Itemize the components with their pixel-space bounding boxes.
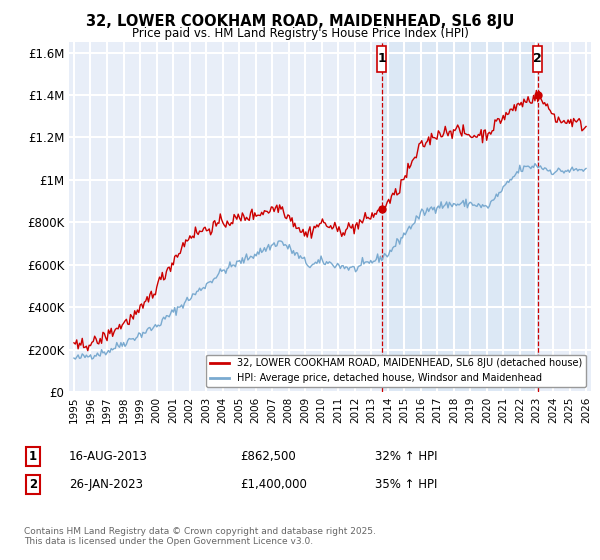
Text: 2: 2: [533, 52, 542, 65]
Text: Price paid vs. HM Land Registry's House Price Index (HPI): Price paid vs. HM Land Registry's House …: [131, 27, 469, 40]
Text: £862,500: £862,500: [240, 450, 296, 463]
Text: Contains HM Land Registry data © Crown copyright and database right 2025.
This d: Contains HM Land Registry data © Crown c…: [24, 526, 376, 546]
Text: 35% ↑ HPI: 35% ↑ HPI: [375, 478, 437, 491]
Text: £1,400,000: £1,400,000: [240, 478, 307, 491]
Text: 32% ↑ HPI: 32% ↑ HPI: [375, 450, 437, 463]
FancyBboxPatch shape: [533, 45, 542, 72]
Text: 32, LOWER COOKHAM ROAD, MAIDENHEAD, SL6 8JU: 32, LOWER COOKHAM ROAD, MAIDENHEAD, SL6 …: [86, 14, 514, 29]
Text: 2: 2: [29, 478, 37, 491]
FancyBboxPatch shape: [377, 45, 386, 72]
Text: 16-AUG-2013: 16-AUG-2013: [69, 450, 148, 463]
Text: 1: 1: [377, 52, 386, 65]
Text: 26-JAN-2023: 26-JAN-2023: [69, 478, 143, 491]
Legend: 32, LOWER COOKHAM ROAD, MAIDENHEAD, SL6 8JU (detached house), HPI: Average price: 32, LOWER COOKHAM ROAD, MAIDENHEAD, SL6 …: [206, 354, 586, 387]
Text: 1: 1: [29, 450, 37, 463]
Bar: [382, 42, 538, 392]
